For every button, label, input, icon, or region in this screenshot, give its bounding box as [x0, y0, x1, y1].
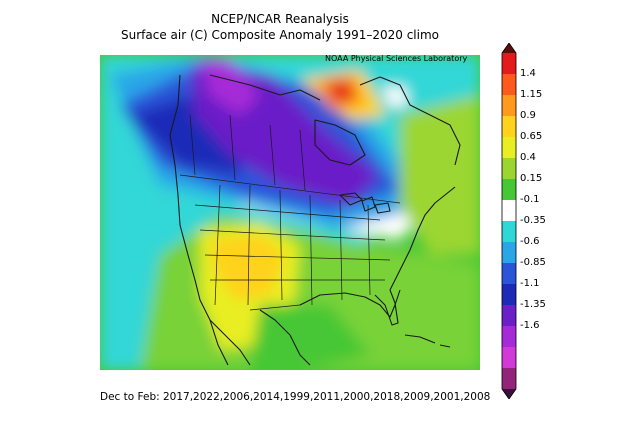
colorbar-segment: [502, 326, 516, 348]
colorbar-tick-label: -0.85: [520, 257, 546, 268]
colorbar-top-arrow: [502, 43, 516, 53]
northeast-red-core: [325, 80, 355, 103]
colorbar-segment: [502, 242, 516, 264]
map-title: NCEP/NCAR Reanalysis: [211, 12, 349, 26]
credit-label: NOAA Physical Sciences Laboratory: [325, 54, 468, 63]
colorbar-tick-label: -0.6: [520, 236, 540, 247]
colorbar: [501, 43, 517, 399]
mexico-green-region: [250, 305, 370, 370]
colorbar-tick-label: 1.15: [520, 89, 543, 100]
colorbar-segment: [502, 284, 516, 306]
colorbar-segment: [502, 53, 516, 75]
colorbar-segment: [502, 368, 516, 390]
labrador-white-patch: [382, 87, 408, 107]
colorbar-segment: [502, 137, 516, 159]
colorbar-segment: [502, 200, 516, 222]
colorbar-segment: [502, 95, 516, 117]
colorbar-tick-label: -1.6: [520, 320, 540, 331]
coastlines: [169, 74, 461, 366]
colorbar-tick-label: -0.35: [520, 215, 546, 226]
colorbar-tick-label: 1.4: [520, 68, 536, 79]
anomaly-map: [100, 55, 480, 370]
colorbar-tick-label: -1.1: [520, 278, 540, 289]
colorbar-segment: [502, 74, 516, 96]
colorbar-outline: [501, 43, 517, 399]
colorbar-segment: [502, 179, 516, 201]
violet-cold-core: [200, 60, 260, 115]
colorbar-tick-label: 0.65: [520, 131, 543, 142]
colorbar-segment: [502, 221, 516, 243]
composite-years-caption: Dec to Feb: 2017,2022,2006,2014,1999,201…: [100, 391, 491, 403]
colorbar-bottom-arrow: [502, 389, 516, 399]
colorbar-tick-label: 0.15: [520, 173, 543, 184]
map-subtitle: Surface air (C) Composite Anomaly 1991–2…: [120, 28, 440, 42]
political-borders: [179, 114, 401, 311]
colorbar-tick-label: 0.9: [520, 110, 536, 121]
colorbar-tick-label: -1.35: [520, 299, 546, 310]
colorbar-segment: [502, 263, 516, 285]
colorbar-segment: [502, 158, 516, 180]
colorbar-tick-label: 0.4: [520, 152, 536, 163]
colorbar-segment: [502, 347, 516, 369]
colorbar-segment: [502, 116, 516, 138]
east-coast-green-region: [400, 95, 480, 255]
colorbar-tick-label: -0.1: [520, 194, 540, 205]
colorbar-segment: [502, 305, 516, 327]
